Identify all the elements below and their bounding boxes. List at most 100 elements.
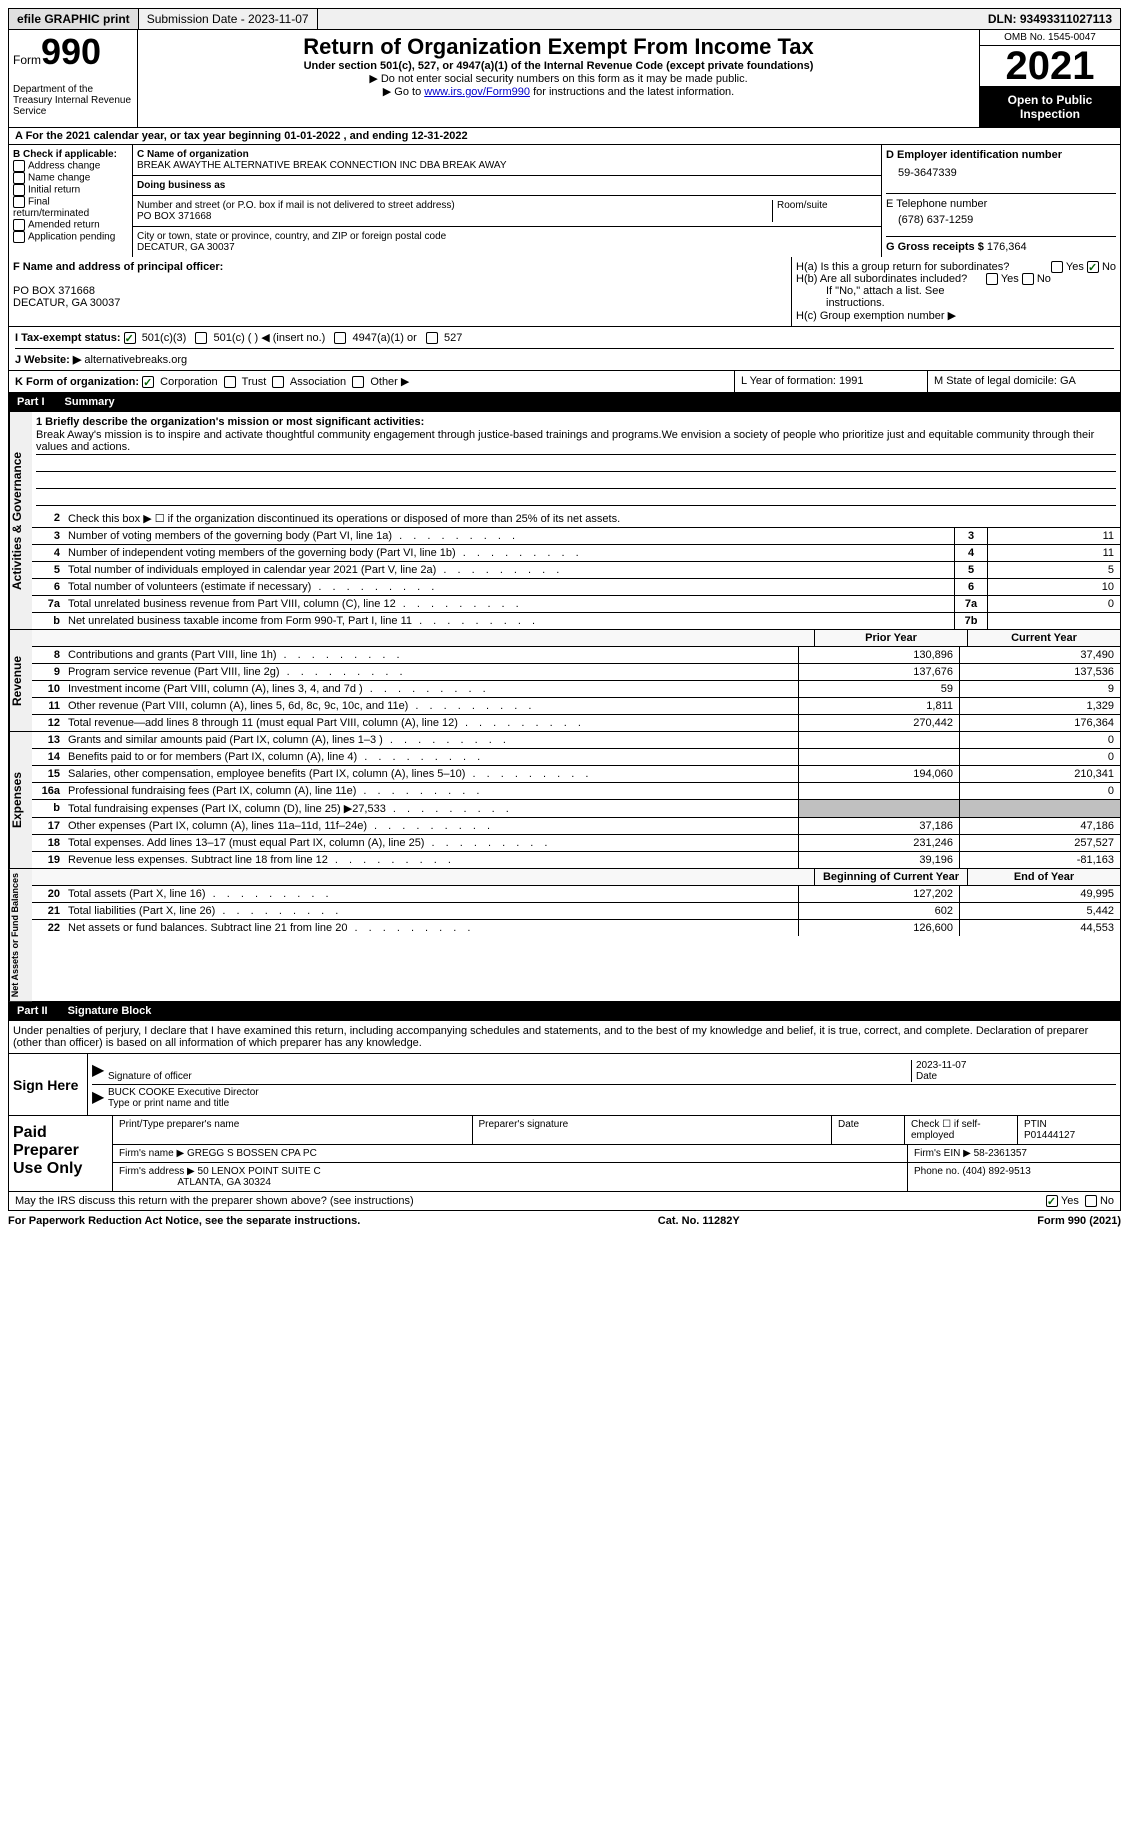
firm-addr: 50 LENOX POINT SUITE C <box>198 1166 321 1177</box>
prep-sig-label: Preparer's signature <box>473 1116 833 1144</box>
dept-label: Department of the Treasury Internal Reve… <box>13 84 133 117</box>
paperwork-notice: For Paperwork Reduction Act Notice, see … <box>8 1215 360 1227</box>
firm-name: GREGG S BOSSEN CPA PC <box>187 1148 317 1159</box>
row-a-period: A For the 2021 calendar year, or tax yea… <box>8 128 1121 145</box>
note-1: ▶ Do not enter social security numbers o… <box>142 72 975 85</box>
summary-row: 7a Total unrelated business revenue from… <box>32 596 1120 613</box>
top-toolbar: efile GRAPHIC print Submission Date - 20… <box>8 8 1121 30</box>
ha-no[interactable] <box>1087 261 1099 273</box>
vtab-expenses: Expenses <box>9 732 32 868</box>
col-b-label: B Check if applicable: <box>13 149 128 160</box>
discuss-question: May the IRS discuss this return with the… <box>15 1195 414 1207</box>
form-title: Return of Organization Exempt From Incom… <box>142 34 975 60</box>
ptin-value: P01444127 <box>1024 1130 1075 1141</box>
summary-row: 20 Total assets (Part X, line 16) 127,20… <box>32 886 1120 903</box>
summary-row: 18 Total expenses. Add lines 13–17 (must… <box>32 835 1120 852</box>
paid-preparer-label: Paid Preparer Use Only <box>9 1116 113 1191</box>
summary-row: 13 Grants and similar amounts paid (Part… <box>32 732 1120 749</box>
tel-value: (678) 637-1259 <box>886 210 1116 236</box>
f-addr2: DECATUR, GA 30037 <box>13 297 120 309</box>
section-b-to-g: B Check if applicable: Address change Na… <box>8 145 1121 257</box>
firm-phone: (404) 892-9513 <box>962 1166 1030 1177</box>
h-note: If "No," attach a list. See instructions… <box>796 285 1116 309</box>
line2-text: Check this box ▶ ☐ if the organization d… <box>64 510 1120 527</box>
signature-declaration: Under penalties of perjury, I declare th… <box>9 1021 1120 1053</box>
firm-city: ATLANTA, GA 30324 <box>177 1177 271 1188</box>
f-addr1: PO BOX 371668 <box>13 285 95 297</box>
submission-date: Submission Date - 2023-11-07 <box>139 9 318 29</box>
note-2-post: for instructions and the latest informat… <box>530 86 734 98</box>
col-prior-year: Prior Year <box>814 630 967 646</box>
form-prefix: Form <box>13 53 41 67</box>
checkbox-address-change[interactable] <box>13 160 25 172</box>
summary-row: 19 Revenue less expenses. Subtract line … <box>32 852 1120 868</box>
ein-label: D Employer identification number <box>886 149 1116 161</box>
k-trust[interactable] <box>224 376 236 388</box>
org-name: BREAK AWAYTHE ALTERNATIVE BREAK CONNECTI… <box>137 160 507 171</box>
k-corp[interactable] <box>142 376 154 388</box>
summary-row: b Net unrelated business taxable income … <box>32 613 1120 629</box>
irs-link[interactable]: www.irs.gov/Form990 <box>424 86 530 98</box>
firm-name-label: Firm's name ▶ <box>119 1148 184 1159</box>
i-501c3[interactable] <box>124 332 136 344</box>
j-label: J Website: ▶ <box>15 354 81 366</box>
hb-label: H(b) Are all subordinates included? <box>796 273 967 285</box>
gross-value: 176,364 <box>987 241 1027 253</box>
hb-no[interactable] <box>1022 273 1034 285</box>
mission-text: Break Away's mission is to inspire and a… <box>36 428 1116 455</box>
dba-label: Doing business as <box>137 180 225 191</box>
m-state-domicile: M State of legal domicile: GA <box>927 371 1120 392</box>
room-suite-label: Room/suite <box>772 200 877 222</box>
summary-row: 15 Salaries, other compensation, employe… <box>32 766 1120 783</box>
open-inspection: Open to Public Inspection <box>980 87 1120 127</box>
summary-row: 21 Total liabilities (Part X, line 26) 6… <box>32 903 1120 920</box>
checkbox-final-return[interactable] <box>13 196 25 208</box>
part2-header: Part II Signature Block <box>8 1002 1121 1021</box>
col-end-year: End of Year <box>967 869 1120 885</box>
print-name-label: Print/Type preparer's name <box>113 1116 473 1144</box>
summary-row: 5 Total number of individuals employed i… <box>32 562 1120 579</box>
checkbox-name-change[interactable] <box>13 172 25 184</box>
tel-label: E Telephone number <box>886 193 1116 210</box>
city-value: DECATUR, GA 30037 <box>137 242 235 253</box>
sig-date-value: 2023-11-07 <box>916 1060 966 1071</box>
i-501c[interactable] <box>195 332 207 344</box>
form-number: 990 <box>41 31 101 72</box>
form-ref: Form 990 (2021) <box>1037 1215 1121 1227</box>
firm-ein-label: Firm's EIN ▶ <box>914 1148 971 1159</box>
summary-row: 22 Net assets or fund balances. Subtract… <box>32 920 1120 936</box>
summary-row: 9 Program service revenue (Part VIII, li… <box>32 664 1120 681</box>
discuss-no[interactable] <box>1085 1195 1097 1207</box>
hb-yes[interactable] <box>986 273 998 285</box>
summary-row: 11 Other revenue (Part VIII, column (A),… <box>32 698 1120 715</box>
city-label: City or town, state or province, country… <box>137 231 446 242</box>
website-value: alternativebreaks.org <box>84 354 187 366</box>
mission-label: 1 Briefly describe the organization's mi… <box>36 416 424 428</box>
discuss-yes[interactable] <box>1046 1195 1058 1207</box>
prep-date-label: Date <box>832 1116 905 1144</box>
tax-year: 2021 <box>980 46 1120 87</box>
summary-row: 17 Other expenses (Part IX, column (A), … <box>32 818 1120 835</box>
summary-row: 14 Benefits paid to or for members (Part… <box>32 749 1120 766</box>
k-label: K Form of organization: <box>15 376 139 388</box>
vtab-revenue: Revenue <box>9 630 32 731</box>
l-year-formation: L Year of formation: 1991 <box>734 371 927 392</box>
ein-value: 59-3647339 <box>886 161 1116 193</box>
summary-row: 4 Number of independent voting members o… <box>32 545 1120 562</box>
col-current-year: Current Year <box>967 630 1120 646</box>
hc-label: H(c) Group exemption number ▶ <box>796 309 1116 322</box>
vtab-governance: Activities & Governance <box>9 412 32 629</box>
k-other[interactable] <box>352 376 364 388</box>
checkbox-app-pending[interactable] <box>13 231 25 243</box>
cat-no: Cat. No. 11282Y <box>658 1215 740 1227</box>
checkbox-initial-return[interactable] <box>13 184 25 196</box>
k-assoc[interactable] <box>272 376 284 388</box>
i-4947[interactable] <box>334 332 346 344</box>
checkbox-amended[interactable] <box>13 219 25 231</box>
firm-phone-label: Phone no. <box>914 1166 960 1177</box>
i-527[interactable] <box>426 332 438 344</box>
ha-yes[interactable] <box>1051 261 1063 273</box>
org-name-label: C Name of organization <box>137 149 249 160</box>
efile-button[interactable]: efile GRAPHIC print <box>9 9 139 29</box>
i-label: I Tax-exempt status: <box>15 332 121 344</box>
